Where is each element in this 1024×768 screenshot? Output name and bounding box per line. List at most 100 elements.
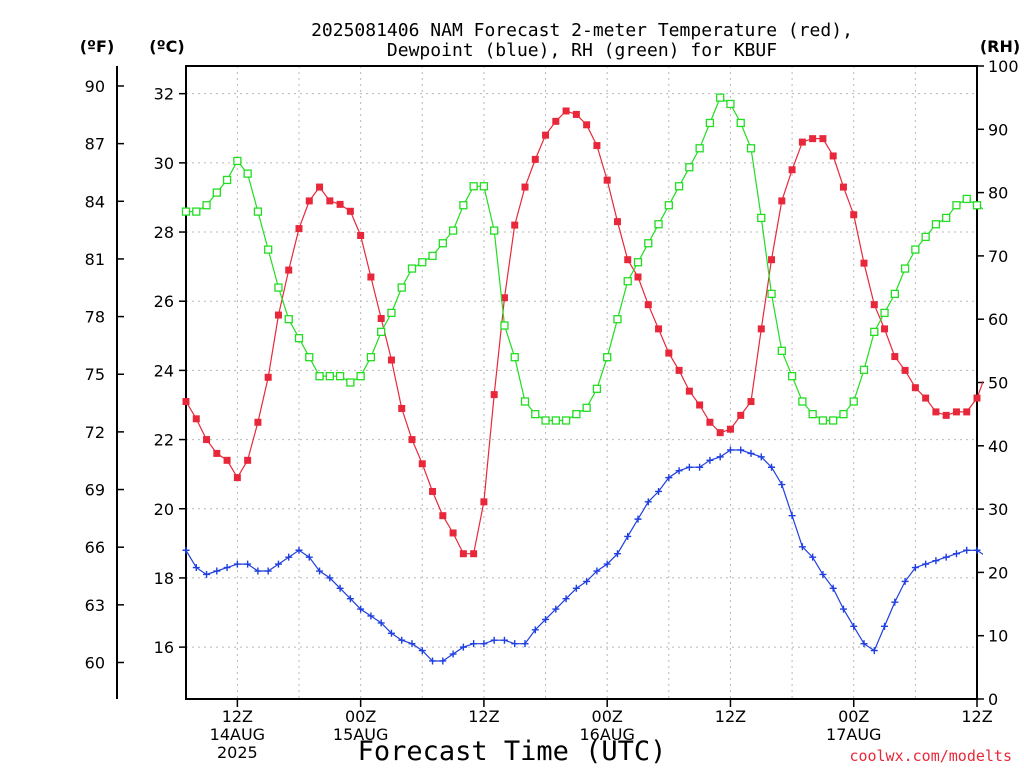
dewpoint-point — [963, 546, 971, 554]
rh-point — [695, 144, 704, 153]
dewpoint-point — [819, 570, 827, 578]
temperature-point — [470, 550, 478, 558]
rh-point — [294, 334, 304, 343]
rh-point — [849, 397, 858, 406]
temperature-point — [377, 315, 385, 323]
celsius-tick-label: 32 — [154, 85, 174, 104]
rh-point — [984, 208, 991, 215]
temperature-point — [326, 197, 334, 205]
temperature-point — [952, 408, 960, 416]
temperature-point — [613, 218, 621, 226]
rh-point — [746, 144, 756, 153]
celsius-tick-label: 24 — [154, 361, 174, 380]
fahrenheit-unit-label: (ºF) — [80, 37, 115, 56]
dewpoint-point — [634, 515, 642, 523]
rh-series — [181, 93, 991, 425]
dewpoint-point — [316, 567, 324, 575]
dewpoint-point — [655, 487, 663, 495]
rh-point — [736, 118, 745, 128]
temperature-point — [994, 336, 1001, 343]
temperature-point — [768, 256, 776, 264]
rh-tick-label: 20 — [988, 563, 1008, 582]
fahrenheit-tick-label: 63 — [85, 596, 105, 615]
temperature-point — [819, 135, 827, 143]
temperature-point — [726, 425, 734, 433]
rh-tick-label: 40 — [988, 437, 1008, 456]
rh-point — [674, 182, 684, 191]
rh-tick-label: 100 — [988, 57, 1019, 76]
dewpoint-point — [809, 553, 817, 561]
rh-tick-label: 50 — [988, 374, 1008, 393]
rh-point — [233, 156, 242, 166]
rh-point — [469, 182, 478, 191]
dewpoint-point — [233, 560, 241, 568]
temperature-point — [542, 131, 550, 139]
rh-point — [561, 416, 571, 425]
rh-point — [520, 397, 530, 406]
temperature-point — [182, 398, 190, 406]
rh-point — [644, 239, 653, 248]
rh-point — [767, 289, 776, 299]
temperature-point — [408, 436, 416, 444]
dewpoint-point — [264, 567, 272, 575]
fahrenheit-tick-label: 75 — [85, 365, 105, 384]
temperature-point — [244, 456, 252, 464]
temperature-point — [778, 197, 786, 205]
rh-point — [757, 213, 766, 223]
rh-tick-label: 90 — [988, 120, 1008, 139]
temperature-point — [922, 394, 930, 402]
dewpoint-point — [696, 463, 704, 471]
x-tick-label: 00Z — [592, 707, 623, 726]
temperature-point — [233, 474, 241, 482]
rh-point — [705, 118, 715, 128]
temperature-point — [973, 394, 981, 402]
rh-point — [490, 226, 499, 235]
rh-point — [315, 372, 324, 381]
dewpoint-point — [891, 598, 899, 606]
temperature-point — [480, 498, 488, 506]
celsius-tick-label: 30 — [154, 154, 174, 173]
temperature-point — [891, 353, 899, 361]
dewpoint-point — [244, 560, 252, 568]
rh-point — [870, 327, 879, 337]
rh-tick-label: 70 — [988, 247, 1008, 266]
chart-title-line-2: Dewpoint (blue), RH (green) for KBUF — [387, 40, 777, 61]
temperature-point — [881, 325, 889, 333]
temperature-point — [911, 384, 919, 392]
dewpoint-point — [398, 636, 406, 644]
dewpoint-point — [706, 456, 714, 464]
dewpoint-point — [860, 640, 868, 648]
rh-point — [428, 251, 437, 261]
celsius-tick-label: 20 — [154, 500, 174, 519]
temperature-point — [264, 373, 272, 381]
rh-point — [459, 201, 468, 210]
dewpoint-point — [500, 636, 508, 644]
dewpoint-point — [911, 564, 919, 572]
temperature-point — [203, 436, 211, 444]
rh-point — [202, 201, 211, 210]
temperature-point — [685, 387, 693, 395]
rh-point — [603, 353, 612, 362]
dewpoint-series — [182, 446, 983, 665]
rh-point — [623, 277, 632, 286]
rh-point — [572, 409, 581, 419]
temperature-point — [932, 408, 940, 416]
dewpoint-point — [685, 463, 693, 471]
dewpoint-point — [829, 584, 837, 592]
rh-point — [952, 201, 961, 210]
temperature-point — [675, 366, 683, 374]
celsius-tick-label: 28 — [154, 223, 174, 242]
temperature-point — [655, 325, 663, 333]
celsius-tick-label: 22 — [154, 431, 174, 450]
rh-tick-label: 30 — [988, 500, 1008, 519]
x-tick-label: 15AUG — [333, 725, 388, 744]
temperature-point — [387, 356, 395, 364]
rh-point — [325, 372, 334, 381]
dewpoint-point — [418, 647, 426, 655]
rh-point — [664, 201, 673, 210]
temperature-point — [1004, 332, 1011, 339]
temperature-point — [449, 529, 457, 537]
temperature-point — [305, 197, 313, 205]
rh-point — [222, 175, 232, 185]
dewpoint-point — [757, 453, 765, 461]
